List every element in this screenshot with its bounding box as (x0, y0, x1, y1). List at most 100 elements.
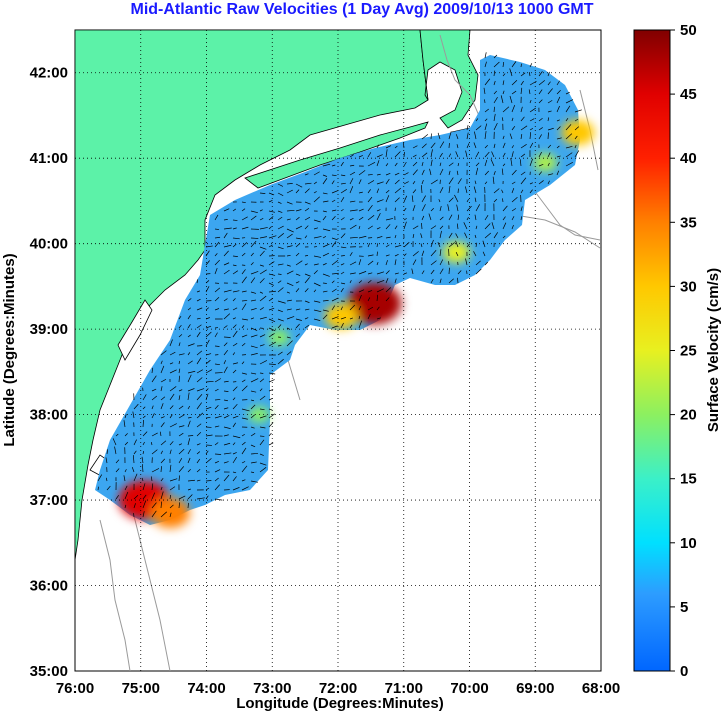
current-vector (124, 491, 129, 500)
current-vector (367, 313, 371, 320)
current-vector (250, 444, 256, 448)
current-vector (520, 216, 523, 221)
current-vector (484, 181, 488, 185)
current-vector (493, 232, 499, 239)
current-vector (520, 134, 523, 140)
current-vector (205, 434, 213, 437)
current-vector (511, 208, 517, 212)
current-vector (268, 333, 275, 338)
current-vector (529, 63, 533, 68)
current-vector (205, 450, 209, 455)
current-vector (511, 79, 518, 86)
current-vector (448, 242, 455, 248)
current-vector (484, 123, 488, 131)
current-vector (502, 198, 504, 203)
current-vector (520, 144, 527, 149)
current-vector (340, 271, 345, 275)
current-vector (232, 415, 239, 419)
current-vector (250, 277, 256, 284)
current-vector (250, 210, 258, 214)
current-vector (367, 306, 374, 311)
current-vector (511, 188, 515, 194)
current-vector (223, 474, 230, 482)
current-vector (169, 464, 172, 473)
current-vector (349, 324, 353, 329)
current-vector (304, 324, 310, 329)
velocity-hotspot (561, 119, 595, 146)
current-vector (241, 252, 246, 257)
current-vector (223, 289, 232, 293)
current-vector (304, 182, 312, 185)
current-vector (268, 290, 276, 293)
current-vector (465, 258, 468, 266)
current-vector (376, 317, 381, 320)
current-vector (250, 334, 258, 338)
current-vector (295, 288, 300, 293)
current-vector (268, 210, 276, 213)
current-vector (331, 241, 337, 248)
current-vector (340, 322, 344, 329)
current-vector (457, 188, 459, 194)
current-vector (232, 243, 237, 248)
current-vector (187, 314, 191, 320)
current-vector (277, 192, 284, 196)
current-vector (250, 291, 257, 294)
current-vector (160, 486, 163, 491)
current-vector (259, 269, 267, 275)
current-vector (223, 342, 228, 347)
current-vector (196, 317, 201, 320)
current-vector (322, 174, 328, 177)
current-vector (421, 270, 425, 275)
current-vector (385, 260, 388, 266)
current-vector (268, 261, 275, 266)
current-vector (367, 290, 373, 293)
current-vector (259, 426, 266, 429)
current-vector (214, 484, 221, 491)
current-vector (457, 214, 460, 221)
current-vector (115, 468, 120, 473)
current-vector (259, 192, 266, 194)
current-vector (511, 225, 514, 230)
current-vector (196, 377, 203, 383)
current-vector (259, 388, 263, 392)
current-vector (484, 52, 487, 59)
current-vector (259, 360, 268, 365)
current-vector (187, 307, 192, 311)
current-vector (205, 359, 211, 365)
current-vector (205, 325, 212, 329)
current-vector (367, 297, 371, 302)
current-vector (358, 294, 362, 302)
current-vector (385, 163, 389, 167)
current-vector (196, 331, 201, 338)
current-vector (547, 71, 550, 77)
current-vector (394, 272, 399, 275)
current-vector (538, 99, 543, 104)
current-vector (556, 80, 560, 86)
current-vector (241, 269, 246, 275)
current-vector (509, 68, 513, 77)
current-vector (349, 178, 354, 185)
current-vector (574, 135, 578, 140)
current-vector (178, 414, 185, 419)
current-vector (232, 452, 237, 455)
current-vector (484, 78, 491, 86)
current-vector (421, 204, 426, 212)
current-vector (223, 325, 228, 329)
current-vector (214, 259, 220, 266)
current-vector (511, 90, 517, 95)
current-vector (123, 475, 126, 482)
current-vector (340, 161, 344, 167)
current-vector (295, 308, 301, 311)
current-vector (277, 309, 284, 313)
current-vector (565, 91, 570, 95)
current-vector (187, 374, 192, 383)
current-vector (241, 447, 247, 455)
current-vector (547, 81, 551, 86)
current-vector (565, 124, 572, 131)
current-vector (277, 318, 284, 322)
current-vector (556, 137, 562, 140)
current-vector (304, 188, 310, 194)
current-vector (556, 96, 561, 104)
current-vector (502, 216, 506, 221)
current-vector (232, 422, 236, 428)
